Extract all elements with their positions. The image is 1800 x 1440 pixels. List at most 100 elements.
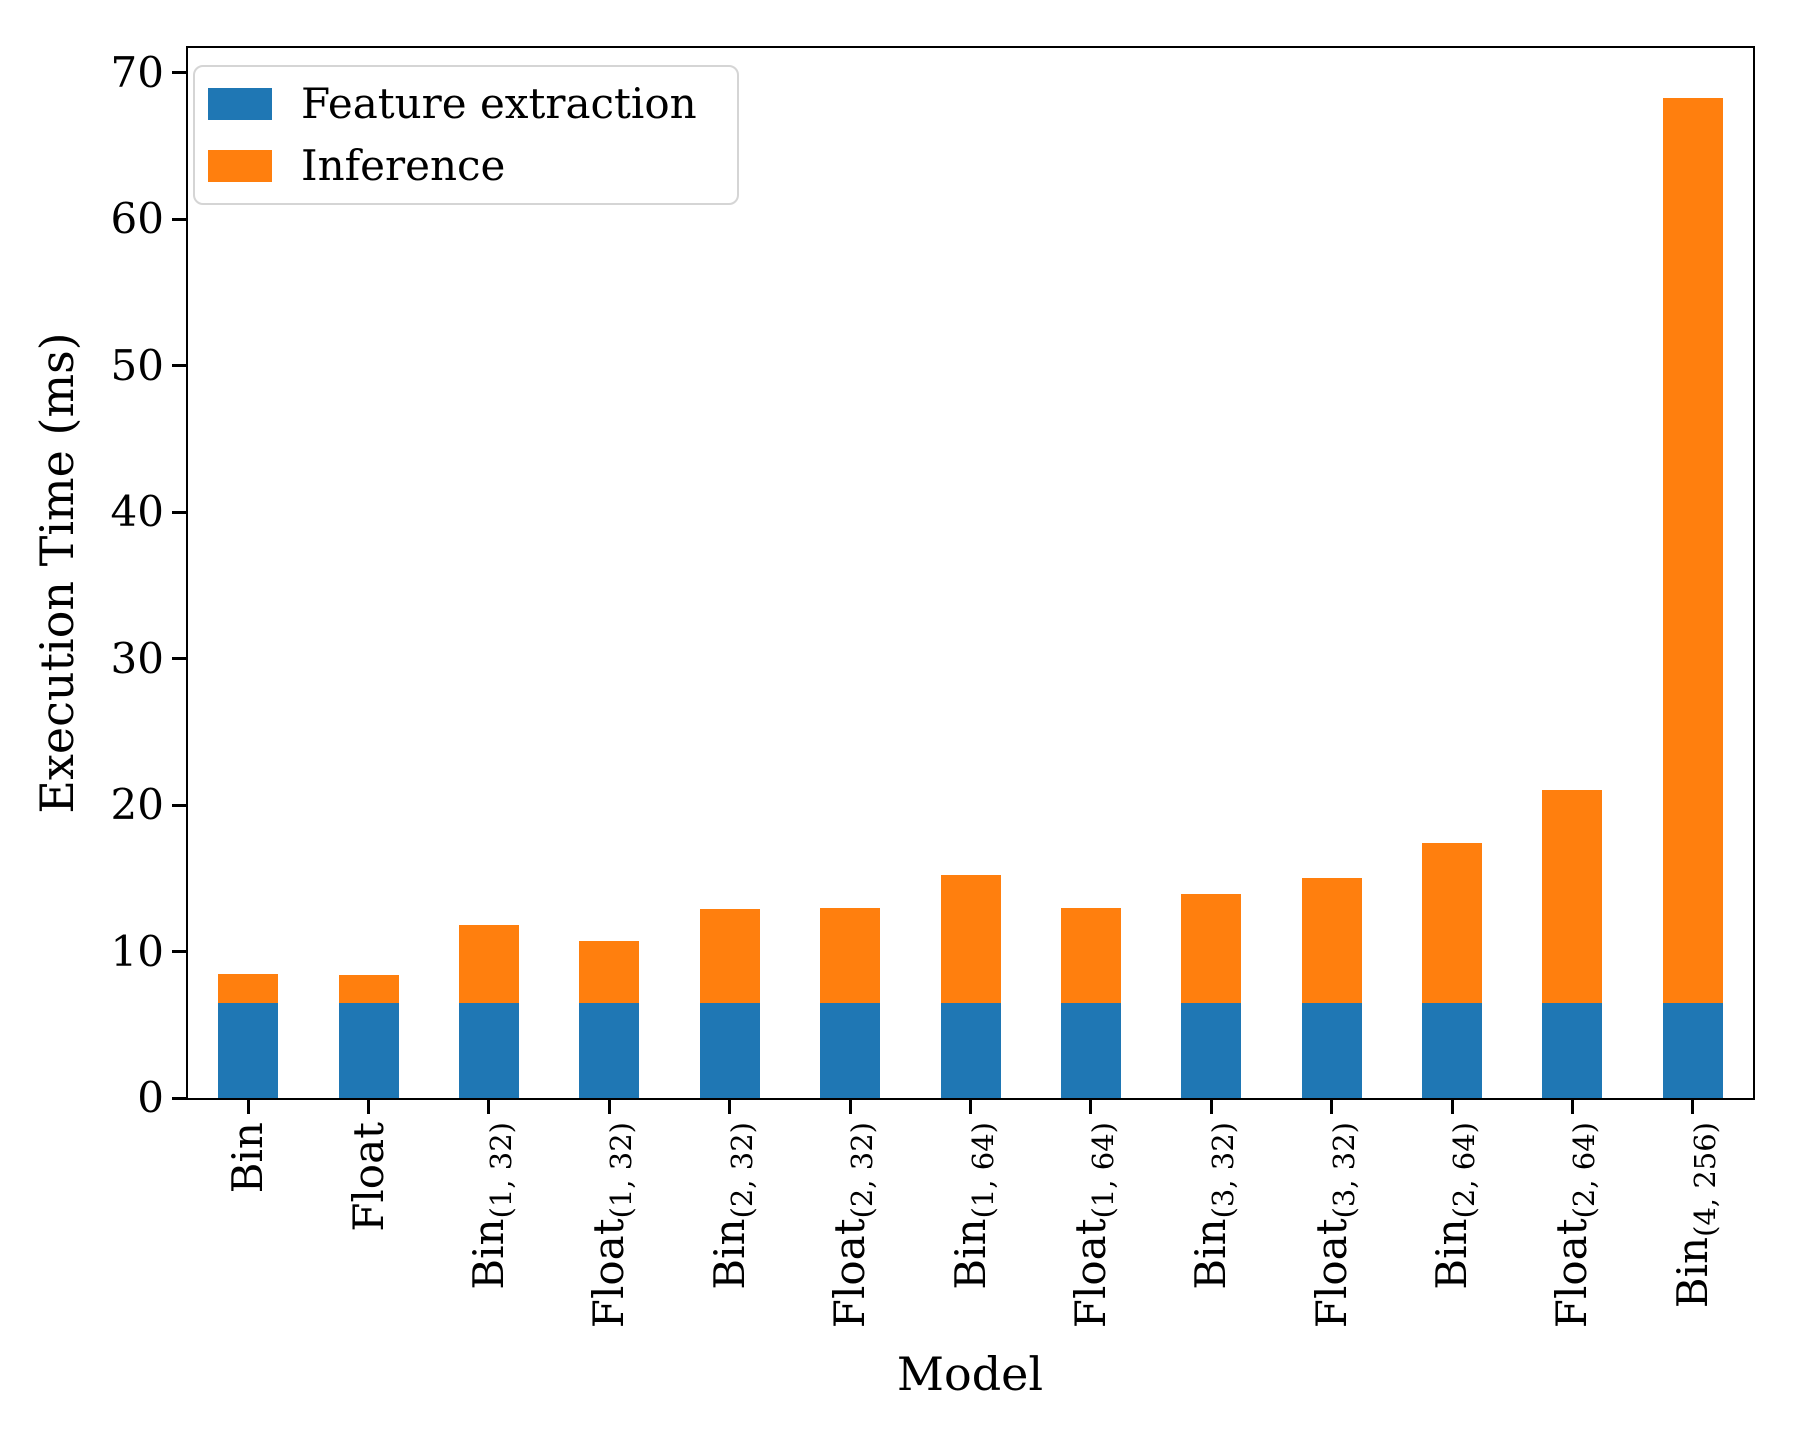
bar-segment-feature-extraction <box>1301 1002 1362 1098</box>
xtick-label-main: Bin <box>945 1218 995 1290</box>
xtick-label-main: Float <box>1306 1218 1356 1329</box>
xtick-label: Float(1, 32) <box>584 1122 642 1328</box>
xtick-label-main: Bin <box>463 1218 513 1290</box>
ytick-mark <box>172 950 186 954</box>
xtick-mark <box>367 1100 371 1114</box>
bar-segment-feature-extraction <box>1060 1002 1121 1098</box>
bar-segment-inference <box>579 941 640 1003</box>
xtick-label-subscript: (1, 64) <box>965 1122 1000 1219</box>
xtick-mark <box>969 1100 972 1114</box>
bar-segment-inference <box>218 973 279 1003</box>
xtick-label-subscript: (1, 32) <box>484 1122 519 1219</box>
bar-segment-feature-extraction <box>338 1002 399 1098</box>
bar-segment-feature-extraction <box>820 1002 881 1098</box>
xtick-label-subscript: (1, 32) <box>604 1122 639 1219</box>
bar-segment-inference <box>699 909 760 1003</box>
feature-extraction-swatch-icon <box>208 88 272 120</box>
xtick-mark <box>848 1100 852 1114</box>
bar-group <box>458 925 519 1098</box>
bar-segment-feature-extraction <box>1662 1002 1723 1098</box>
xtick-label-main: Float <box>825 1218 875 1329</box>
ytick-mark <box>172 803 186 807</box>
ytick-mark <box>172 364 186 368</box>
xtick-label: Bin(1, 32) <box>464 1122 522 1290</box>
xtick-mark <box>1330 1100 1334 1114</box>
ytick-mark <box>172 217 186 221</box>
bar-group <box>699 909 760 1098</box>
bar-group <box>1181 894 1242 1098</box>
x-axis-title: Model <box>896 1347 1044 1401</box>
xtick-mark <box>728 1100 732 1114</box>
bar-segment-inference <box>338 975 399 1003</box>
bar-group <box>1542 790 1603 1098</box>
bar-segment-inference <box>1060 907 1121 1003</box>
xtick-label: Bin(1, 64) <box>946 1122 1004 1290</box>
legend: Feature extraction Inference <box>193 65 739 205</box>
y-axis-title: Execution Time (ms) <box>30 332 84 814</box>
bar-group <box>338 975 399 1098</box>
plot-area: Feature extraction Inference <box>186 46 1755 1100</box>
xtick-label: Bin(3, 32) <box>1186 1122 1244 1290</box>
ytick-mark <box>172 1096 186 1100</box>
bar-group <box>1422 843 1483 1098</box>
bar-segment-inference <box>458 925 519 1003</box>
xtick-label-subscript: (3, 32) <box>1206 1122 1241 1219</box>
xtick-label-subscript: (2, 32) <box>724 1122 759 1219</box>
ytick-label: 60 <box>110 194 164 244</box>
xtick-mark <box>1450 1100 1454 1114</box>
legend-label-feature-extraction: Feature extraction <box>301 79 697 128</box>
xtick-label-main: Bin <box>1427 1218 1477 1290</box>
bar-segment-feature-extraction <box>458 1002 519 1098</box>
xtick-label: Float <box>344 1122 393 1232</box>
ytick-mark <box>172 71 186 75</box>
bar-group <box>1060 907 1121 1098</box>
ytick-mark <box>172 510 186 514</box>
xtick-label-main: Float <box>584 1218 634 1329</box>
xtick-mark <box>487 1100 491 1114</box>
ytick-label: 0 <box>137 1073 164 1122</box>
bar-group <box>1301 878 1362 1098</box>
bar-segment-inference <box>1662 97 1723 1003</box>
bar-group <box>1662 97 1723 1098</box>
xtick-label: Bin(4, 256) <box>1668 1122 1726 1308</box>
xtick-label: Bin <box>223 1122 272 1193</box>
bar-segment-feature-extraction <box>1181 1002 1242 1098</box>
bar-segment-feature-extraction <box>218 1002 279 1098</box>
bar-group <box>218 973 279 1098</box>
xtick-mark <box>246 1100 250 1114</box>
xtick-label: Float(3, 32) <box>1307 1122 1365 1328</box>
xtick-label-main: Bin <box>1667 1236 1717 1309</box>
bar-segment-inference <box>1181 894 1242 1003</box>
xtick-label: Float(2, 32) <box>825 1122 883 1328</box>
xtick-label-subscript: (2, 32) <box>845 1122 880 1219</box>
bar-segment-inference <box>820 907 881 1003</box>
xtick-label-subscript: (1, 64) <box>1085 1122 1120 1219</box>
bar-group <box>820 907 881 1098</box>
xtick-label: Float(1, 64) <box>1066 1122 1124 1328</box>
ytick-label: 10 <box>110 926 164 976</box>
ytick-mark <box>172 657 186 661</box>
bar-segment-inference <box>1422 843 1483 1003</box>
bar-segment-feature-extraction <box>940 1002 1001 1098</box>
xtick-label-main: Bin <box>1186 1218 1236 1290</box>
xtick-label-main: Float <box>1547 1218 1597 1329</box>
xtick-label-main: Float <box>343 1122 393 1232</box>
bar-segment-feature-extraction <box>579 1002 640 1098</box>
xtick-label-main: Bin <box>223 1122 273 1194</box>
xtick-label: Bin(2, 64) <box>1427 1122 1485 1290</box>
xtick-label-subscript: (4, 256) <box>1687 1122 1722 1237</box>
legend-item-inference: Inference <box>208 145 697 187</box>
ytick-label: 30 <box>110 633 164 683</box>
xtick-label-subscript: (2, 64) <box>1447 1122 1482 1219</box>
xtick-label-subscript: (3, 32) <box>1326 1122 1361 1219</box>
bar-segment-inference <box>1542 790 1603 1003</box>
ytick-label: 20 <box>110 780 164 830</box>
xtick-label-subscript: (2, 64) <box>1567 1122 1602 1219</box>
xtick-label-main: Bin <box>704 1218 754 1290</box>
ytick-label: 50 <box>110 340 164 390</box>
bar-segment-feature-extraction <box>1422 1002 1483 1098</box>
bar-segment-inference <box>1301 878 1362 1003</box>
xtick-mark <box>607 1100 611 1114</box>
xtick-mark <box>1691 1100 1695 1114</box>
